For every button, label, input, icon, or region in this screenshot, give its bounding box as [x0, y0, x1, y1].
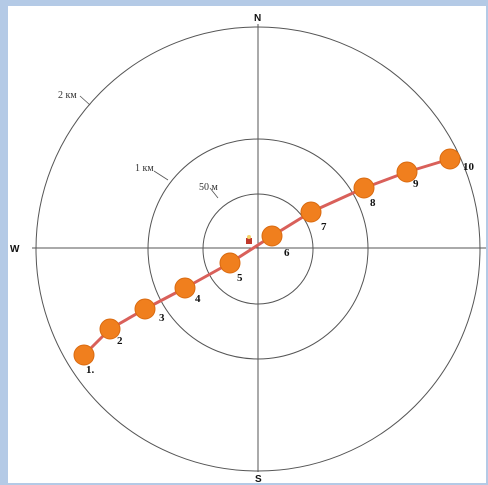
point-1-label: 1. — [86, 364, 95, 376]
point-5-marker — [219, 252, 241, 274]
point-6-marker — [261, 225, 283, 247]
ring-outer-leader — [79, 95, 91, 106]
point-5-label: 5 — [237, 272, 243, 284]
center-marker — [246, 235, 252, 244]
point-10-marker — [439, 148, 461, 170]
polar-diagram: 2 км 1 км 50 м N S W 1. 2 3 4 5 6 7 — [10, 13, 486, 483]
point-8-marker — [353, 177, 375, 199]
point-6-label: 6 — [284, 247, 290, 259]
point-4-marker — [174, 277, 196, 299]
compass-north-label: N — [254, 13, 261, 24]
point-8-label: 8 — [370, 197, 376, 209]
compass-west-label: W — [10, 244, 20, 255]
compass-south-label: S — [255, 474, 262, 483]
point-3-label: 3 — [159, 312, 165, 324]
ring-middle-leader — [153, 170, 169, 181]
ring-middle-label: 1 км — [135, 163, 154, 174]
point-9-marker — [396, 161, 418, 183]
point-2-label: 2 — [117, 335, 123, 347]
point-4-label: 4 — [195, 293, 201, 305]
center-marker-square — [246, 238, 252, 244]
point-7-label: 7 — [321, 221, 327, 233]
point-7-marker — [300, 201, 322, 223]
ring-inner-label: 50 м — [199, 182, 219, 193]
point-10-label: 10 — [463, 161, 475, 173]
diagram-canvas: 2 км 1 км 50 м N S W 1. 2 3 4 5 6 7 — [8, 6, 486, 483]
point-3-marker — [134, 298, 156, 320]
ring-outer-label: 2 км — [58, 90, 77, 101]
ring-inner-leader — [209, 187, 219, 199]
center-marker-dot — [247, 235, 251, 239]
point-2-marker — [99, 318, 121, 340]
point-9-label: 9 — [413, 178, 419, 190]
route-path-line — [82, 157, 452, 357]
point-1-marker — [73, 344, 95, 366]
